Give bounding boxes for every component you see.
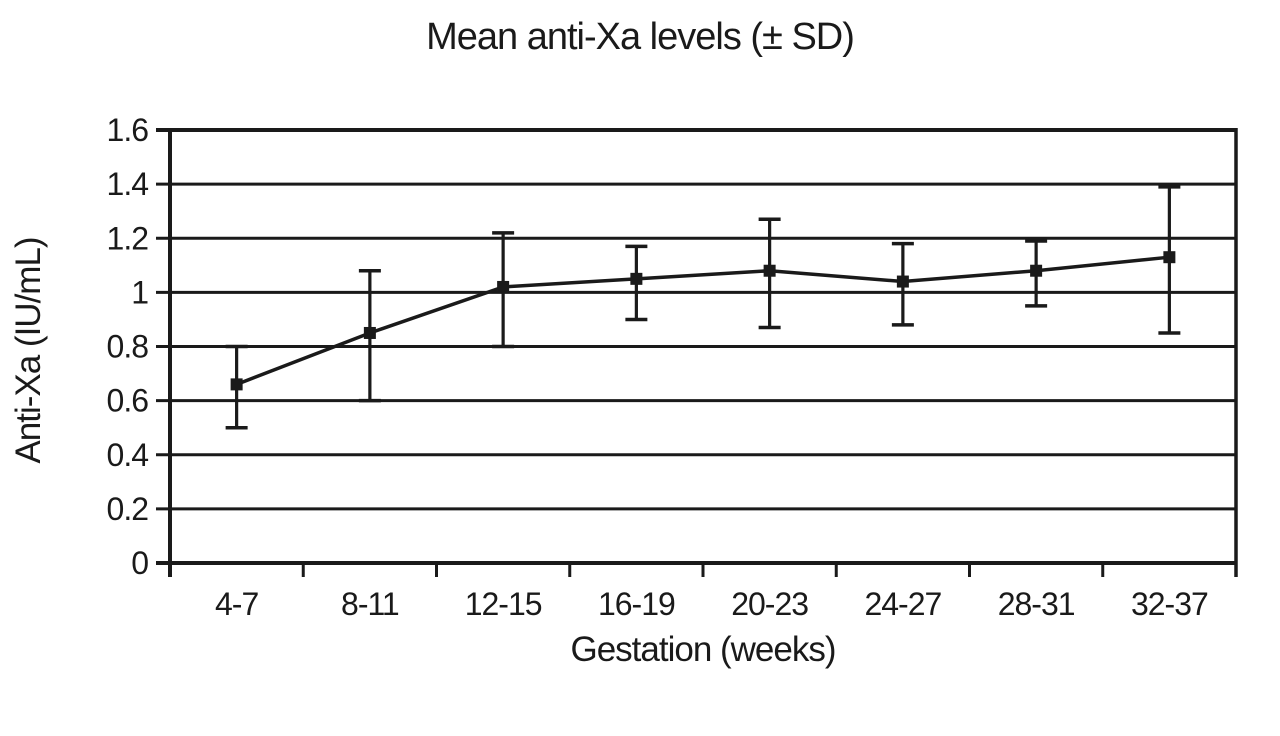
chart-title: Mean anti-Xa levels (± SD) bbox=[426, 16, 855, 58]
data-point-marker bbox=[363, 326, 376, 339]
y-tick-label: 1.2 bbox=[107, 220, 149, 256]
data-point-marker bbox=[630, 272, 643, 285]
y-tick-label: 0 bbox=[131, 545, 148, 581]
y-tick-label: 0.4 bbox=[107, 437, 149, 473]
y-tick-label: 1.6 bbox=[107, 112, 149, 148]
x-tick-label: 28-31 bbox=[998, 586, 1075, 622]
data-point-marker bbox=[896, 275, 909, 288]
y-axis-title: Anti-Xa (IU/mL) bbox=[9, 237, 48, 463]
data-point-marker bbox=[763, 264, 776, 277]
x-tick-label: 20-23 bbox=[731, 586, 808, 622]
data-point-marker bbox=[1030, 264, 1043, 277]
x-tick-label: 16-19 bbox=[598, 586, 675, 622]
x-axis-title: Gestation (weeks) bbox=[570, 630, 835, 669]
x-tick-label: 4-7 bbox=[215, 586, 258, 622]
y-tick-label: 1.4 bbox=[107, 166, 149, 202]
data-point-marker bbox=[1163, 251, 1176, 264]
x-tick-label: 32-37 bbox=[1131, 586, 1208, 622]
y-tick-label: 0.8 bbox=[107, 329, 149, 365]
trend-line bbox=[235, 255, 1170, 387]
x-tick-label: 12-15 bbox=[465, 586, 542, 622]
x-tick-label: 8-11 bbox=[341, 586, 399, 622]
y-tick-label: 0.6 bbox=[107, 383, 149, 419]
data-point-marker bbox=[230, 378, 243, 391]
data-point-marker bbox=[497, 280, 510, 293]
x-tick-label: 24-27 bbox=[864, 586, 941, 622]
y-tick-label: 1 bbox=[131, 274, 148, 310]
y-tick-label: 0.2 bbox=[107, 491, 149, 527]
